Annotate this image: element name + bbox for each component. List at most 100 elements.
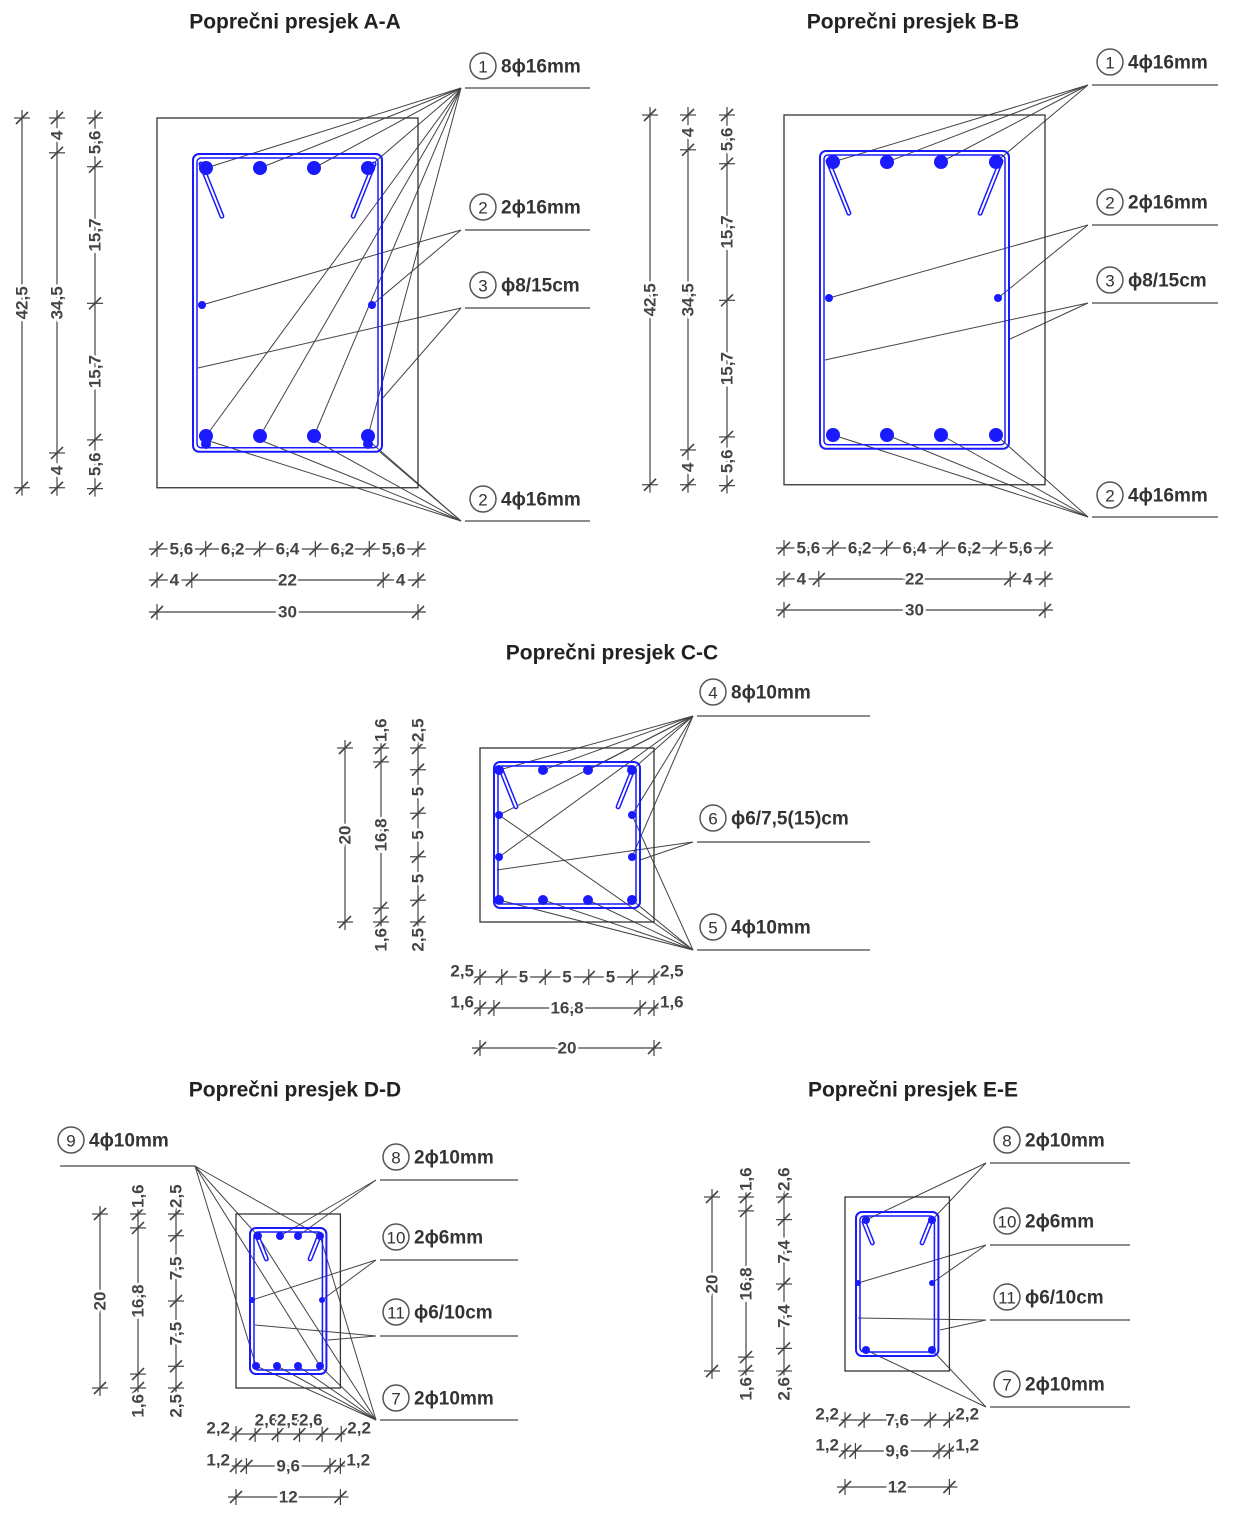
stirrup-hook-core <box>827 160 850 215</box>
dimension-slash <box>812 572 826 586</box>
dimension-label: 12 <box>279 1488 298 1507</box>
callout-circle <box>382 1384 410 1412</box>
leader-line <box>194 1165 257 1367</box>
leader-line <box>367 87 462 437</box>
dimension-label: 4 <box>1023 570 1033 589</box>
dimension-slash <box>838 1444 852 1458</box>
dimension-label: 9,6 <box>276 1457 300 1476</box>
rebar <box>628 811 636 819</box>
section-title: Poprečni presjek B-B <box>807 11 1019 34</box>
callout-number: 11 <box>387 1304 405 1323</box>
leader-line <box>279 1179 377 1237</box>
rebar <box>199 429 213 443</box>
dimension-label: 2,6 <box>775 1377 794 1401</box>
dimension-label: 42,5 <box>641 283 660 316</box>
callout-circle <box>1096 188 1124 216</box>
leader-line <box>865 1162 987 1221</box>
dimension-label: 16,8 <box>372 818 391 851</box>
dimension-slash <box>131 1221 145 1235</box>
dimension-slash <box>333 1459 347 1473</box>
dimension-slash <box>362 542 376 556</box>
callout-text: 4ϕ10mm <box>89 1131 169 1152</box>
dimension-label: 1,6 <box>450 993 474 1012</box>
dimension-slash <box>229 1427 243 1441</box>
leader-line <box>321 1259 377 1301</box>
callout-circle <box>699 678 727 706</box>
leader-line <box>939 1319 987 1331</box>
dimension-label: 5,6 <box>1009 539 1033 558</box>
callout-text: 4ϕ10mm <box>731 918 811 939</box>
callout-text: 4ϕ16mm <box>1128 53 1208 74</box>
leader-line <box>313 439 462 522</box>
dimension-label: 5,6 <box>170 540 194 559</box>
callout-number: 8 <box>391 1149 400 1168</box>
dimension-label: 16,8 <box>129 1284 148 1317</box>
leader-line <box>367 87 462 169</box>
dimension-label: 7,5 <box>167 1322 186 1346</box>
dimension-label: 1,6 <box>372 928 391 952</box>
rebar <box>934 428 948 442</box>
dimension-slash <box>681 443 695 457</box>
rebar <box>319 1297 325 1303</box>
dimension-slash <box>50 446 64 460</box>
dimension-slash <box>199 542 213 556</box>
dimension-label: 2,2 <box>347 1419 371 1438</box>
dimension-slash <box>932 1444 946 1458</box>
leader-line <box>257 1235 377 1421</box>
dimension-slash <box>777 1277 791 1291</box>
stirrup-hook-core <box>979 160 1002 215</box>
leader-line <box>319 1235 377 1421</box>
dimension-label: 1,6 <box>737 1167 756 1191</box>
dimension-slash <box>411 741 425 755</box>
dimension-slash <box>150 573 164 587</box>
dimension-slash <box>88 111 102 125</box>
dimension-slash <box>411 915 425 929</box>
stirrup-hook-core <box>921 1221 932 1244</box>
callout-circle <box>469 485 497 513</box>
rebar <box>368 301 376 309</box>
dimension-slash <box>88 160 102 174</box>
leader-line <box>631 814 694 951</box>
leader-line <box>371 229 462 306</box>
dimension-label: 20 <box>91 1292 110 1311</box>
leader-line <box>251 1259 377 1301</box>
dimension-slash <box>633 1001 647 1015</box>
dimension-slash <box>411 605 425 619</box>
rebar <box>628 853 636 861</box>
dimension-slash <box>647 970 661 984</box>
callout-circle <box>57 1126 85 1154</box>
dimension-slash <box>495 970 509 984</box>
dimension-slash <box>411 893 425 907</box>
dimension-slash <box>647 1001 661 1015</box>
rebar <box>928 1216 936 1224</box>
callout-text: 2ϕ10mm <box>414 1389 494 1410</box>
dimension-label: 2,6 <box>255 1411 279 1430</box>
dimension-label: 42,5 <box>13 286 32 319</box>
callout-circle <box>1096 48 1124 76</box>
dimension-slash <box>229 1459 243 1473</box>
rebar <box>538 765 548 775</box>
leader-line <box>259 439 462 522</box>
callout-circle <box>382 1223 410 1251</box>
leader-line <box>194 1165 259 1237</box>
callout-number: 5 <box>708 919 717 938</box>
callout-text: ϕ6/7,5(15)cm <box>731 809 849 830</box>
leader-line <box>931 1244 987 1284</box>
dimension-slash <box>720 108 734 122</box>
dimension-slash <box>374 741 388 755</box>
dimension-slash <box>131 1207 145 1221</box>
dimension-label: 2,5 <box>167 1184 186 1208</box>
callout-circle <box>1096 481 1124 509</box>
dimension-slash <box>411 806 425 820</box>
dimension-label: 20 <box>558 1039 577 1058</box>
callout-text: ϕ8/15cm <box>501 276 580 297</box>
callout-number: 7 <box>1002 1376 1011 1395</box>
dimension-label: 2,2 <box>955 1405 979 1424</box>
callout-text: 4ϕ16mm <box>1128 486 1208 507</box>
dimension-label: 15,7 <box>86 355 105 388</box>
dimension-slash <box>229 1490 243 1504</box>
dimension-label: 4 <box>679 462 698 472</box>
leader-line <box>297 1179 377 1237</box>
leader-line <box>631 899 694 951</box>
